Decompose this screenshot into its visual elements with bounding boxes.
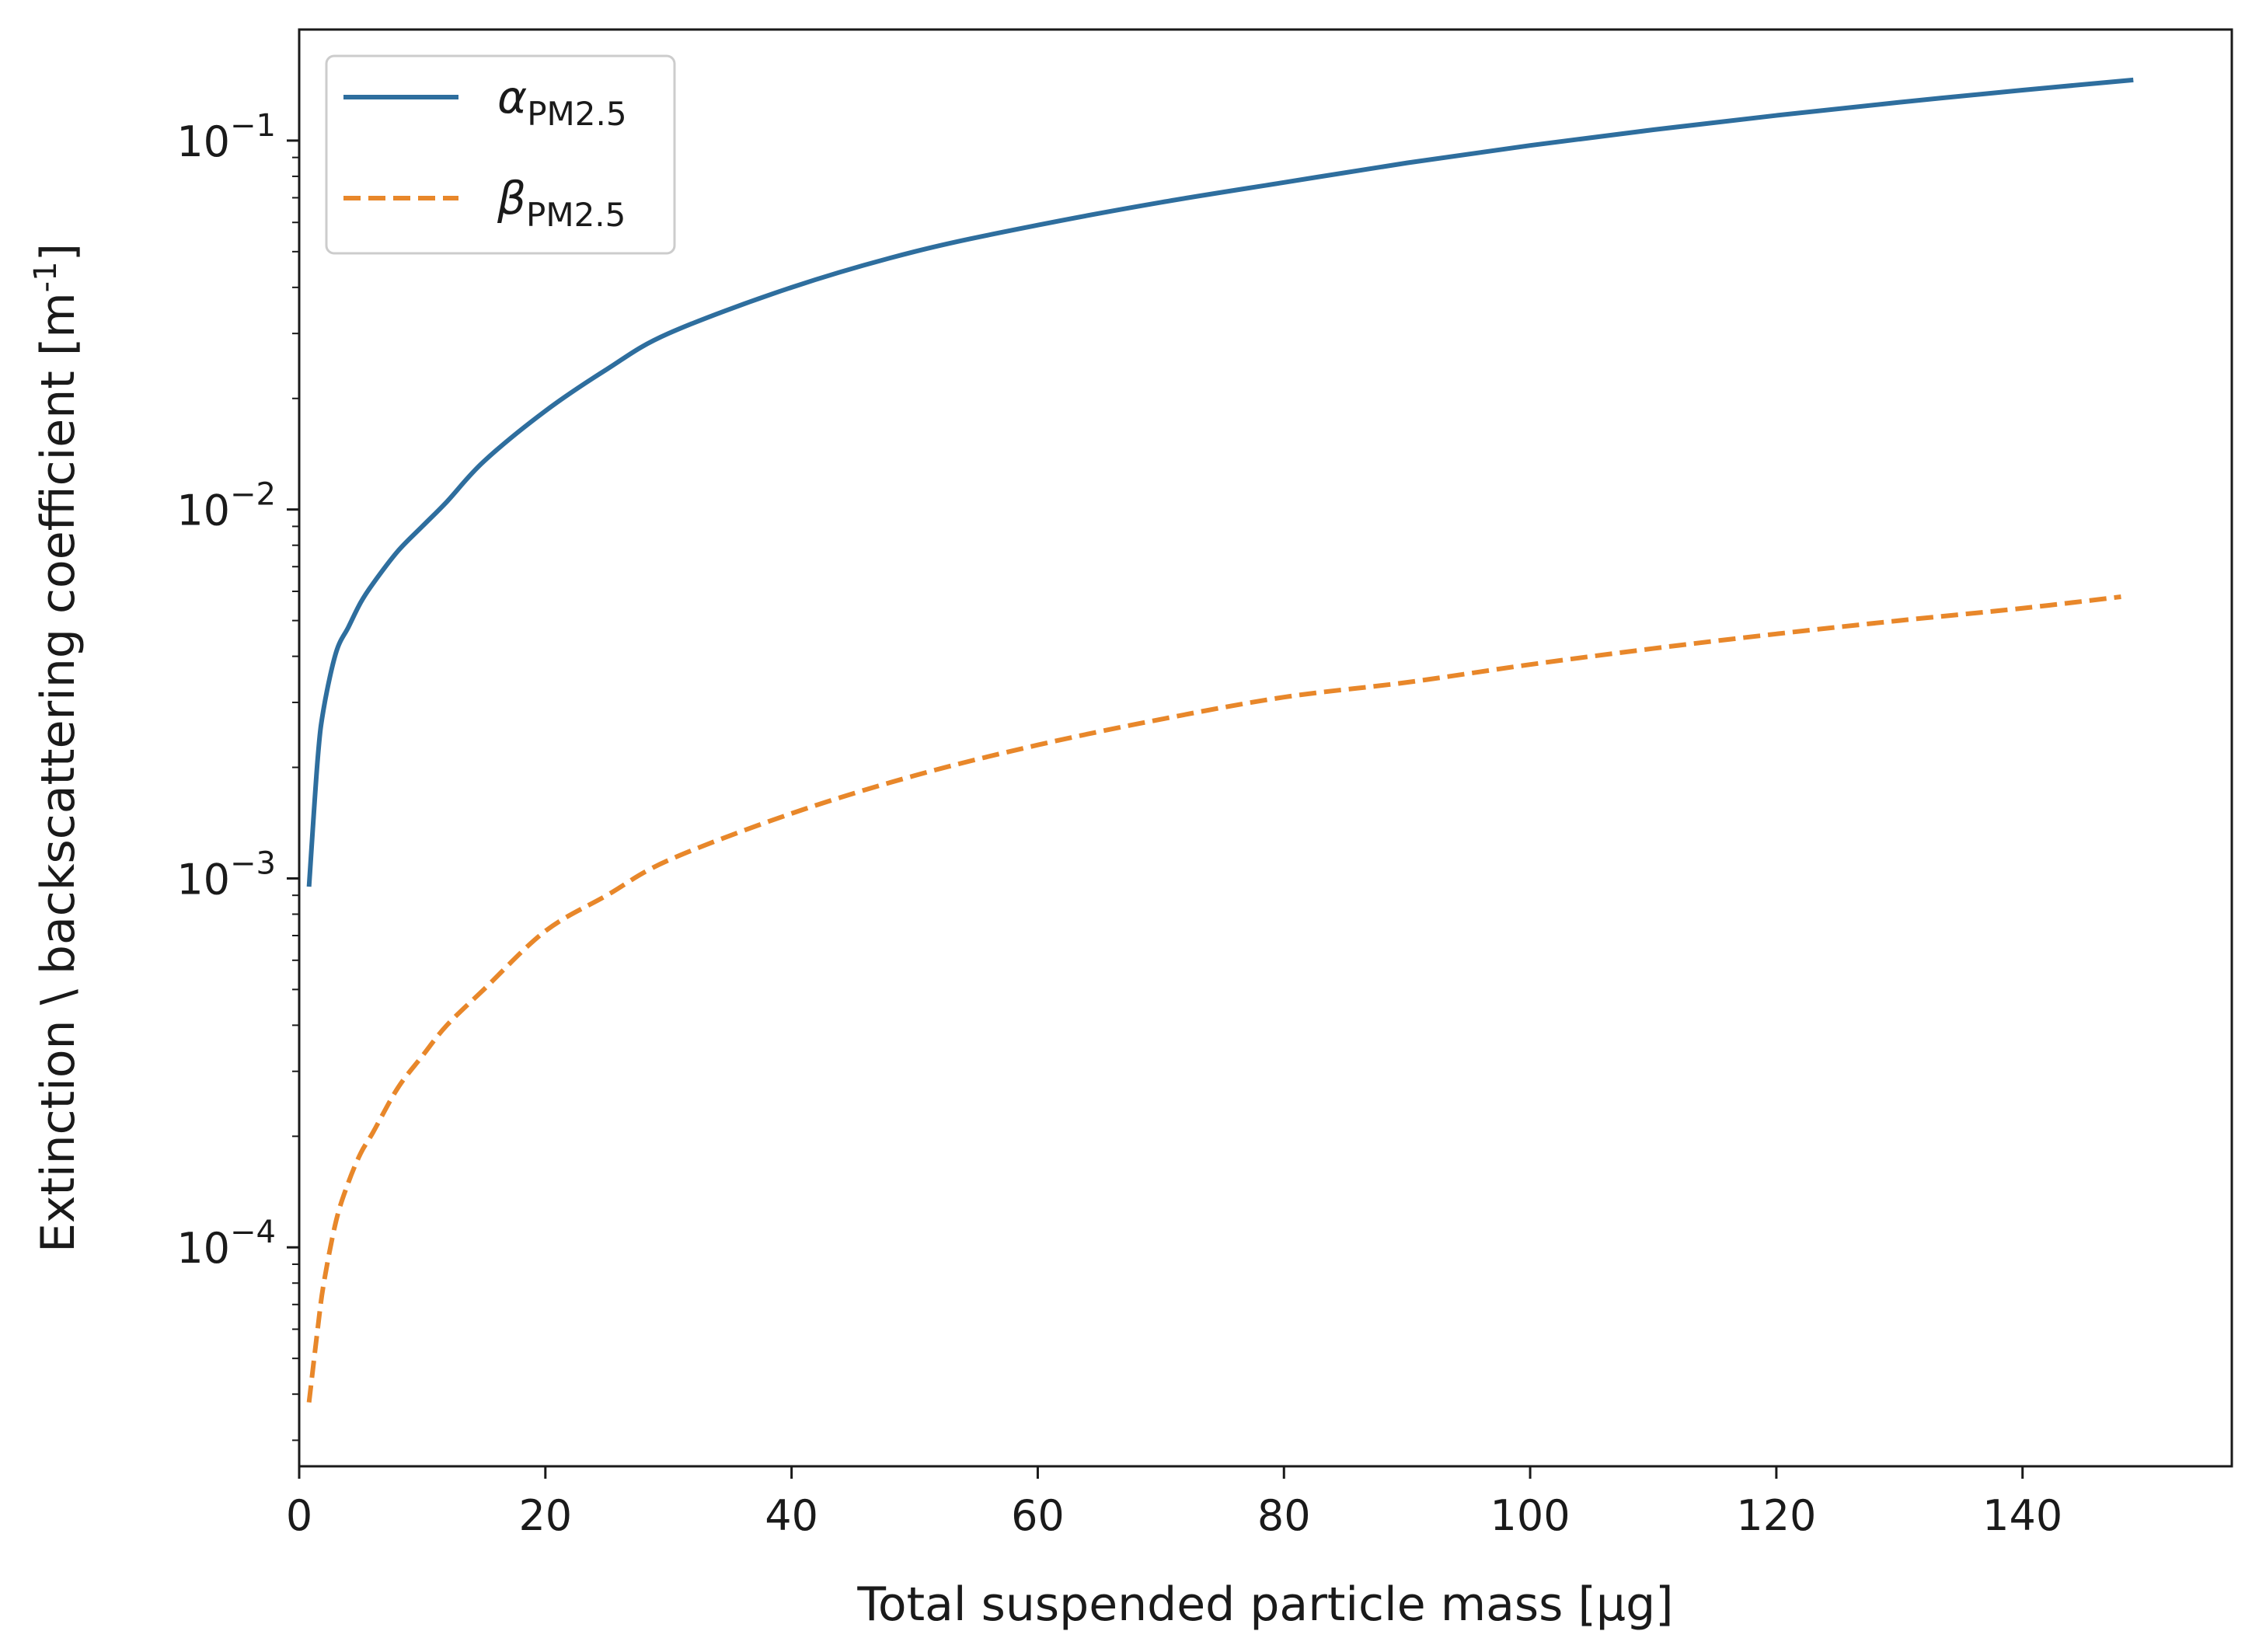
x-tick-label: 100 — [1490, 1491, 1570, 1540]
y-tick-exponent: −2 — [230, 477, 276, 513]
y-tick-label: 10−3 — [176, 845, 276, 904]
x-tick-label: 0 — [286, 1491, 312, 1540]
series-line-alpha — [306, 77, 2134, 887]
legend-subscript: PM2.5 — [527, 95, 626, 133]
y-axis: 10−410−310−210−1 — [176, 108, 299, 1441]
legend-subscript: PM2.5 — [526, 196, 626, 234]
y-axis-title: Extinction \ backscattering coefficient … — [28, 243, 85, 1253]
plot-frame — [298, 28, 2233, 1468]
y-tick-base: 10 — [176, 486, 230, 535]
x-tick-label: 40 — [765, 1491, 818, 1540]
legend-symbol: β — [497, 172, 526, 225]
legend-label: αPM2.5 — [497, 71, 627, 133]
y-tick-label: 10−4 — [176, 1215, 276, 1273]
y-axis-title-close: ] — [31, 243, 85, 261]
y-axis-title-exponent: -1 — [28, 261, 64, 292]
y-tick-base: 10 — [176, 855, 230, 904]
series-line-beta — [306, 594, 2121, 1403]
legend-symbol: α — [497, 71, 527, 124]
x-tick-label: 140 — [1982, 1491, 2062, 1540]
y-tick-base: 10 — [176, 117, 230, 166]
legend-label: βPM2.5 — [497, 172, 626, 234]
y-tick-label: 10−1 — [176, 108, 276, 166]
x-tick-label: 80 — [1257, 1491, 1311, 1540]
y-tick-exponent: −1 — [230, 108, 276, 144]
x-tick-label: 60 — [1011, 1491, 1065, 1540]
y-tick-base: 10 — [176, 1224, 230, 1273]
y-tick-exponent: −3 — [230, 845, 276, 881]
x-tick-label: 20 — [518, 1491, 572, 1540]
y-axis-title-main: Extinction \ backscattering coefficient … — [31, 292, 85, 1253]
y-tick-label: 10−2 — [176, 477, 276, 535]
y-tick-exponent: −4 — [230, 1215, 276, 1250]
x-tick-label: 120 — [1736, 1491, 1816, 1540]
series-layer — [306, 77, 2134, 1403]
x-axis: 0 20 40 60 80 100 120 140 — [286, 1466, 2062, 1540]
legend-box — [325, 54, 676, 255]
x-axis-title: Total suspended particle mass [µg] — [856, 1577, 1673, 1632]
